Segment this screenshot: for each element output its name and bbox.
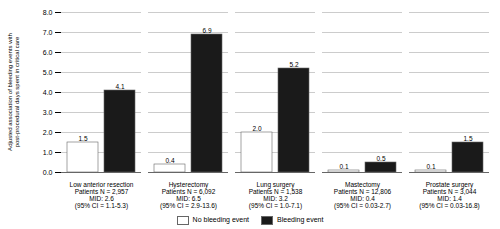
svg-text:Low anterior resectionPatients: Low anterior resectionPatients N = 2,957…	[70, 181, 134, 210]
svg-text:7.0: 7.0	[43, 29, 53, 36]
html-text:Adjusted association of bleedi: Adjusted association of bleeding events …	[7, 33, 20, 151]
html-text:Bleeding event: Bleeding event	[277, 216, 324, 223]
svg-text:5.0: 5.0	[43, 69, 53, 76]
svg-text:4.1: 4.1	[115, 83, 124, 90]
svg-text:2.0: 2.0	[252, 125, 261, 132]
svg-text:8.0: 8.0	[43, 9, 53, 16]
svg-text:Lung surgeryPatients N = 1,538: Lung surgeryPatients N = 1,538MID: 3.2(9…	[249, 181, 303, 210]
svg-text:1.5: 1.5	[463, 135, 472, 142]
svg-text:1.5: 1.5	[78, 135, 87, 142]
svg-text:0.4: 0.4	[165, 157, 174, 164]
svg-text:0.1: 0.1	[339, 163, 348, 170]
svg-text:0.5: 0.5	[376, 155, 385, 162]
html-text:No bleeding event: No bleeding event	[192, 216, 249, 223]
svg-text:6.9: 6.9	[202, 27, 211, 34]
svg-text:3.0: 3.0	[43, 109, 53, 116]
svg-text:6.0: 6.0	[43, 49, 53, 56]
svg-text:2.0: 2.0	[43, 129, 53, 136]
svg-text:HysterectomyPatients N = 6,092: HysterectomyPatients N = 6,092MID: 6.5(9…	[160, 181, 217, 210]
svg-text:4.0: 4.0	[43, 89, 53, 96]
svg-text:5.2: 5.2	[289, 61, 298, 68]
svg-text:Prostate surgeryPatients N = 3: Prostate surgeryPatients N = 3,044MID: 1…	[419, 181, 480, 210]
svg-text:0.1: 0.1	[426, 163, 435, 170]
svg-text:0.0: 0.0	[43, 169, 53, 176]
svg-text:MastectomyPatients N = 12,806M: MastectomyPatients N = 12,806MID: 0.4(95…	[334, 181, 392, 210]
svg-text:1.0: 1.0	[43, 149, 53, 156]
